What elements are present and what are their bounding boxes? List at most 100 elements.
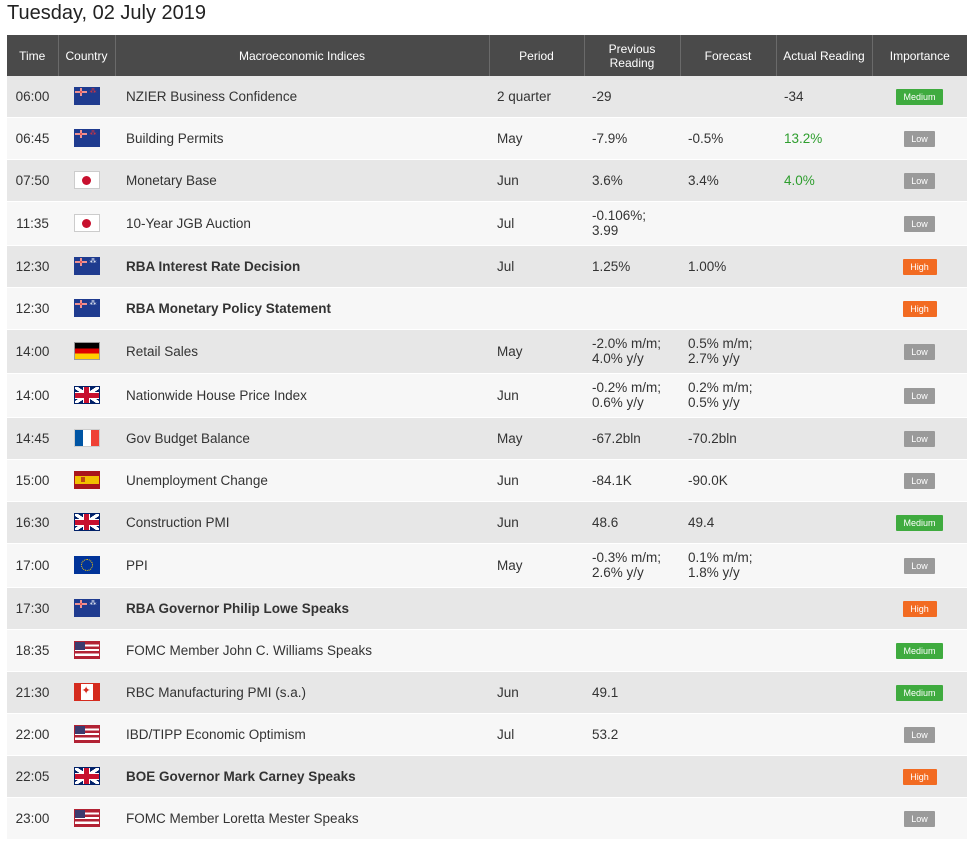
- previous-cell: [584, 629, 680, 672]
- table-row[interactable]: 17:30 ⁂ RBA Governor Philip Lowe Speaks Hig…: [7, 587, 967, 630]
- country-cell: ⁂: [58, 76, 115, 118]
- table-row[interactable]: 18:35 FOMC Member John C. Williams Speaks…: [7, 629, 967, 672]
- period-value: May: [497, 130, 523, 146]
- event-time: 15:00: [15, 472, 50, 488]
- indicator-name[interactable]: Nationwide House Price Index: [126, 387, 307, 403]
- header-period[interactable]: Period: [489, 35, 585, 76]
- indicator-name[interactable]: Construction PMI: [126, 514, 230, 530]
- table-row[interactable]: 12:30 ⁂ RBA Monetary Policy Statement High: [7, 287, 967, 330]
- forecast-cell: [680, 671, 776, 714]
- forecast-value: 0.5% y/y: [688, 395, 740, 410]
- event-time: 12:30: [15, 300, 50, 316]
- indicator-cell: BOE Governor Mark Carney Speaks: [115, 755, 489, 798]
- table-row[interactable]: 11:35 10-Year JGB Auction Jul -0.106%; 3.99 L…: [7, 201, 967, 246]
- forecast-cell: [680, 755, 776, 798]
- event-time: 17:00: [15, 557, 50, 573]
- period-value: Jul: [497, 215, 515, 231]
- table-row[interactable]: 21:30 RBC Manufacturing PMI (s.a.) Jun 49.1…: [7, 671, 967, 714]
- table-row[interactable]: 12:30 ⁂ RBA Interest Rate Decision Jul 1.25%…: [7, 245, 967, 288]
- indicator-name[interactable]: BOE Governor Mark Carney Speaks: [126, 768, 356, 784]
- time-cell: 14:00: [7, 373, 58, 418]
- indicator-cell: 10-Year JGB Auction: [115, 201, 489, 246]
- header-actual[interactable]: Actual Reading: [776, 35, 873, 76]
- time-cell: 18:35: [7, 629, 58, 672]
- table-row[interactable]: 15:00 Unemployment Change Jun -84.1K -90.0K L…: [7, 459, 967, 502]
- actual-cell: [776, 201, 872, 246]
- previous-value: -67.2bln: [592, 430, 641, 446]
- table-row[interactable]: 22:05 BOE Governor Mark Carney Speaks High: [7, 755, 967, 798]
- indicator-cell: NZIER Business Confidence: [115, 76, 489, 118]
- flag-us-icon: [73, 809, 100, 827]
- forecast-cell: [680, 797, 776, 840]
- indicator-name[interactable]: RBA Governor Philip Lowe Speaks: [126, 600, 350, 616]
- flag-jp-icon: [73, 171, 100, 189]
- previous-value: 0.6% y/y: [592, 395, 644, 410]
- time-cell: 14:00: [7, 329, 58, 374]
- indicator-cell: Nationwide House Price Index: [115, 373, 489, 418]
- indicator-name[interactable]: Unemployment Change: [126, 472, 268, 488]
- importance-badge: Low: [904, 557, 935, 574]
- header-importance[interactable]: Importance: [872, 35, 967, 76]
- indicator-cell: RBA Monetary Policy Statement: [115, 287, 489, 330]
- table-row[interactable]: 06:00 ⁂ NZIER Business Confidence 2 quarter…: [7, 76, 967, 118]
- flag-jp-icon: [73, 214, 100, 232]
- indicator-name[interactable]: Gov Budget Balance: [126, 430, 250, 446]
- table-row[interactable]: 06:45 ⁂ Building Permits May -7.9% -0.5% 13.2%…: [7, 117, 967, 160]
- economic-calendar-table: Time Country Macroeconomic Indices Perio…: [7, 35, 967, 840]
- actual-cell: [776, 373, 872, 418]
- table-row[interactable]: 07:50 Monetary Base Jun 3.6% 3.4% 4.0% Low: [7, 159, 967, 202]
- table-row[interactable]: 14:45 Gov Budget Balance May -67.2bln -70.2b…: [7, 417, 967, 460]
- indicator-name[interactable]: PPI: [126, 557, 148, 573]
- flag-es-icon: [73, 471, 100, 489]
- previous-value: -0.2% m/m;: [592, 380, 662, 395]
- table-row[interactable]: 23:00 FOMC Member Loretta Mester Speaks Lo…: [7, 797, 967, 840]
- header-indices[interactable]: Macroeconomic Indices: [115, 35, 490, 76]
- country-cell: [58, 459, 115, 502]
- table-row[interactable]: 17:00 PPI May -0.3% m/m; 2.6% y/y 0.1% m/m; 1.…: [7, 543, 967, 588]
- importance-cell: Low: [872, 117, 967, 160]
- period-cell: 2 quarter: [489, 76, 584, 118]
- indicator-name[interactable]: Retail Sales: [126, 343, 199, 359]
- event-time: 17:30: [15, 600, 50, 616]
- event-time: 16:30: [15, 514, 50, 530]
- country-cell: [58, 159, 115, 202]
- indicator-name[interactable]: RBC Manufacturing PMI (s.a.): [126, 684, 307, 700]
- indicator-name[interactable]: RBA Monetary Policy Statement: [126, 300, 332, 316]
- period-value: Jun: [497, 684, 519, 700]
- event-time: 11:35: [16, 215, 49, 231]
- forecast-cell: [680, 76, 776, 118]
- period-cell: May: [489, 543, 584, 588]
- header-forecast[interactable]: Forecast: [680, 35, 777, 76]
- indicator-name[interactable]: NZIER Business Confidence: [126, 88, 298, 104]
- period-value: May: [497, 557, 523, 573]
- indicator-name[interactable]: RBA Interest Rate Decision: [126, 258, 301, 274]
- country-cell: [58, 671, 115, 714]
- header-country[interactable]: Country: [58, 35, 116, 76]
- header-previous[interactable]: Previous Reading: [584, 35, 681, 76]
- period-cell: [489, 629, 584, 672]
- indicator-name[interactable]: IBD/TIPP Economic Optimism: [126, 726, 306, 742]
- country-cell: ⁂: [58, 117, 115, 160]
- flag-fr-icon: [73, 429, 100, 447]
- flag-us-icon: [73, 725, 100, 743]
- period-cell: [489, 587, 584, 630]
- indicator-name[interactable]: Building Permits: [126, 130, 224, 146]
- flag-eu-icon: [73, 556, 100, 574]
- table-row[interactable]: 16:30 Construction PMI Jun 48.6 49.4 Medium: [7, 501, 967, 544]
- previous-cell: -0.106%; 3.99: [584, 201, 680, 246]
- table-row[interactable]: 22:00 IBD/TIPP Economic Optimism Jul 53.2 Lo…: [7, 713, 967, 756]
- period-value: Jun: [497, 514, 519, 530]
- indicator-name[interactable]: FOMC Member Loretta Mester Speaks: [126, 810, 359, 826]
- header-time[interactable]: Time: [7, 35, 59, 76]
- flag-gb-icon: [73, 513, 100, 531]
- period-cell: May: [489, 417, 584, 460]
- forecast-cell: 3.4%: [680, 159, 776, 202]
- indicator-name[interactable]: FOMC Member John C. Williams Speaks: [126, 642, 373, 658]
- table-row[interactable]: 14:00 Retail Sales May -2.0% m/m; 4.0% y/y 0.…: [7, 329, 967, 374]
- previous-value: -29: [592, 88, 612, 104]
- indicator-name[interactable]: 10-Year JGB Auction: [126, 215, 251, 231]
- indicator-name[interactable]: Monetary Base: [126, 172, 217, 188]
- table-row[interactable]: 14:00 Nationwide House Price Index Jun -0.2…: [7, 373, 967, 418]
- table-body: 06:00 ⁂ NZIER Business Confidence 2 quarter…: [7, 76, 967, 840]
- importance-badge: Low: [904, 810, 935, 827]
